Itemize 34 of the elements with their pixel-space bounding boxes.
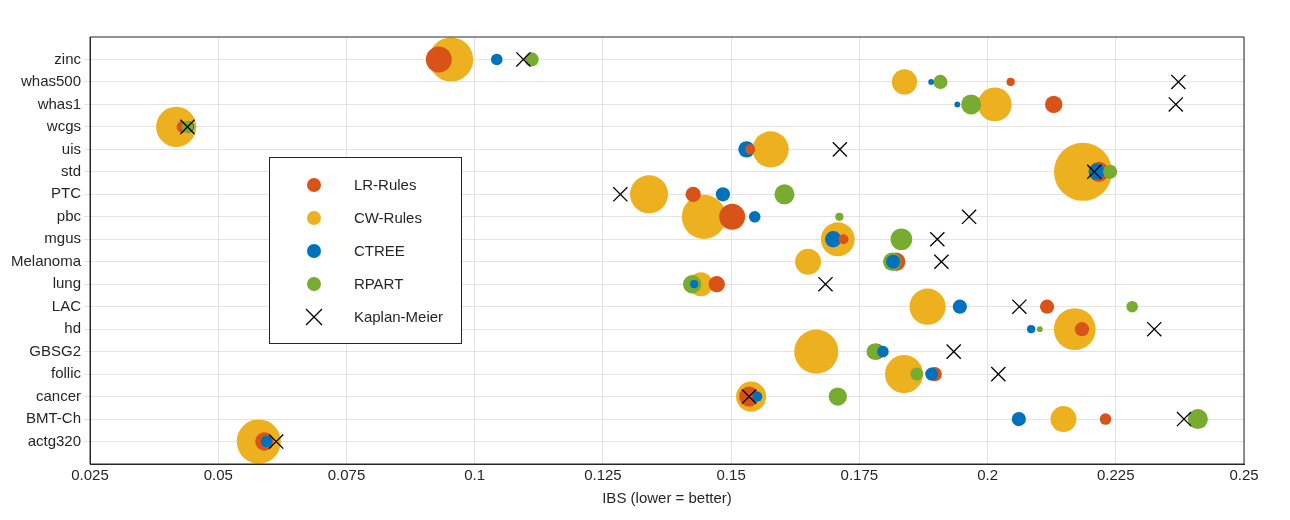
x-axis-title: IBS (lower = better) — [602, 489, 732, 507]
legend-label: Kaplan-Meier — [353, 308, 444, 325]
legend-label: CTREE — [353, 242, 405, 259]
y-tick-label: pbc — [56, 206, 82, 224]
y-tick-label: lung — [52, 274, 82, 292]
y-tick-label: whas1 — [36, 94, 82, 112]
y-tick-label: mgus — [44, 229, 82, 247]
y-tick-label: Melanoma — [10, 251, 82, 269]
y-tick-label: std — [61, 161, 82, 179]
legend-label: RPART — [353, 275, 404, 292]
legend-label: CW-Rules — [353, 209, 422, 226]
x-tick-label: 0.225 — [1097, 466, 1135, 484]
x-tick-label: 0.175 — [840, 466, 879, 484]
y-tick-label: zinc — [54, 49, 82, 67]
y-tick-label: LAC — [51, 296, 82, 314]
y-tick-label: hd — [64, 319, 82, 337]
y-tick-label: actg320 — [27, 431, 82, 449]
x-tick-label: 0.2 — [977, 466, 998, 484]
y-tick-label: wcgs — [45, 117, 82, 135]
y-tick-label: PTC — [51, 184, 82, 202]
x-tick-label: 0.05 — [203, 466, 233, 484]
y-tick-label: cancer — [36, 386, 82, 404]
x-tick-label: 0.25 — [1229, 466, 1259, 484]
y-tick-label: GBSG2 — [29, 341, 82, 359]
x-tick-label: 0.15 — [716, 466, 746, 484]
y-tick-label: BMT-Ch — [26, 409, 82, 427]
y-tick-label: uis — [61, 139, 82, 157]
x-tick-label: 0.075 — [327, 466, 366, 484]
y-tick-label: whas500 — [19, 72, 82, 90]
x-tick-label: 0.1 — [464, 466, 486, 484]
x-tick-label: 0.025 — [71, 466, 109, 484]
legend-label: LR-Rules — [353, 176, 417, 193]
y-tick-label: follic — [51, 364, 82, 382]
x-tick-label: 0.125 — [584, 466, 622, 484]
